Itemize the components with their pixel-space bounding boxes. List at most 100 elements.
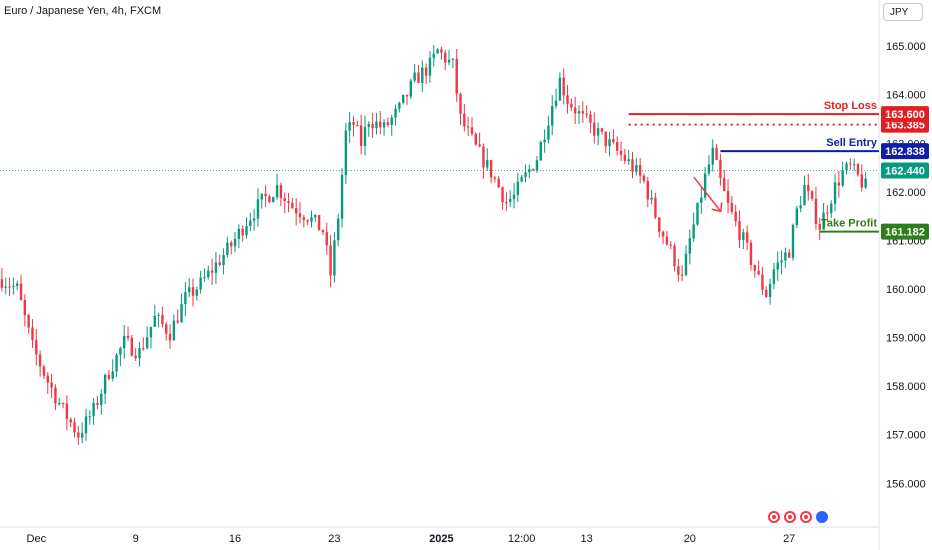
candle-body: [157, 314, 160, 316]
candle-body: [711, 147, 714, 165]
candle-body: [428, 57, 432, 76]
candle-body: [738, 221, 741, 241]
candle-body: [401, 94, 405, 103]
time-axis[interactable]: Dec 9 16 23 2025 12:00 13 20 27: [27, 533, 796, 545]
candle-body: [845, 163, 848, 171]
candle-body: [405, 94, 409, 97]
candle-body: [50, 382, 53, 388]
candle-body: [619, 150, 623, 155]
candle-body: [535, 160, 539, 171]
replay-icon[interactable]: [768, 511, 780, 523]
price-axis[interactable]: 165.000164.000163.000162.000161.000160.0…: [886, 41, 926, 490]
candle-body: [348, 122, 351, 131]
candle-body: [302, 217, 306, 221]
candle-body: [765, 289, 768, 297]
candle-body: [638, 164, 642, 176]
candle-body: [214, 262, 218, 273]
candle-body: [730, 202, 734, 212]
candle-body: [187, 287, 191, 293]
candle-body: [799, 205, 802, 209]
candle-body: [268, 196, 271, 203]
time-tick-label: 27: [783, 533, 795, 545]
candle-body: [359, 125, 363, 146]
candle-body: [703, 173, 707, 198]
projection-arrow-icon: [693, 176, 723, 213]
candle-body: [604, 131, 607, 147]
candle-body: [830, 203, 833, 213]
candle-body: [784, 252, 787, 261]
candle-body: [260, 193, 263, 200]
candle-body: [165, 324, 168, 334]
candle-body: [409, 80, 413, 97]
candle-body: [459, 93, 462, 114]
candle-body: [627, 159, 630, 162]
candle-body: [382, 122, 386, 128]
replay-controls[interactable]: [768, 511, 828, 523]
candle-body: [126, 335, 130, 338]
price-tick-label: 164.000: [886, 90, 926, 102]
candle-body: [593, 122, 596, 136]
candle-body: [543, 139, 546, 143]
candle-body: [665, 236, 669, 245]
candle-body: [107, 374, 111, 379]
candle-body: [31, 327, 34, 341]
candle-body: [826, 212, 829, 214]
candle-body: [768, 283, 772, 297]
candle-body: [635, 164, 638, 172]
user-avatar-icon[interactable]: [816, 511, 828, 523]
candle-body: [455, 58, 458, 94]
time-tick-label: 23: [328, 533, 340, 545]
candle-body: [795, 208, 799, 225]
candle-body: [77, 432, 80, 438]
candle-body: [661, 231, 665, 237]
candle-body: [757, 270, 760, 275]
candle-body: [726, 191, 730, 203]
candle-body: [287, 201, 290, 203]
candle-body: [19, 283, 23, 301]
candle-body: [0, 279, 4, 288]
replay-step-icon[interactable]: [784, 511, 796, 523]
replay-step-icon[interactable]: [800, 511, 812, 523]
candle-body: [298, 213, 302, 218]
candle-body: [134, 355, 137, 359]
candle-body: [421, 67, 424, 84]
candle-body: [436, 49, 439, 54]
candle-body: [424, 67, 428, 76]
currency-selector-button[interactable]: JPY: [883, 3, 923, 21]
candle-body: [524, 172, 527, 177]
candle-body: [814, 198, 818, 224]
candle-body: [279, 185, 283, 199]
candle-body: [252, 218, 256, 221]
candle-body: [669, 244, 672, 246]
candle-body: [38, 354, 42, 367]
price-tick-label: 158.000: [886, 381, 926, 393]
candle-body: [329, 245, 332, 276]
candle-body: [810, 191, 814, 199]
candle-body: [444, 52, 447, 63]
candle-body: [761, 274, 764, 290]
candle-body: [539, 142, 542, 161]
candle-body: [176, 320, 179, 323]
candle-body: [356, 124, 359, 126]
chart-title: Euro / Japanese Yen, 4h, FXCM: [4, 5, 162, 17]
candle-body: [413, 72, 416, 81]
candle-body: [394, 108, 397, 118]
candle-body: [631, 159, 634, 172]
candle-body: [207, 270, 210, 278]
candle-body: [142, 348, 145, 350]
candle-body: [486, 160, 489, 168]
candle-body: [371, 123, 374, 129]
candle-body: [745, 232, 749, 243]
candle-body: [15, 283, 19, 286]
candle-body: [577, 111, 581, 114]
stop-loss-value: 163.600: [885, 109, 925, 121]
candle-body: [46, 375, 49, 383]
candle-body: [386, 122, 390, 125]
candle-body: [337, 218, 340, 241]
candle-body: [115, 354, 118, 372]
candle-body: [218, 262, 221, 265]
candle-body: [363, 127, 367, 146]
candle-body: [489, 160, 493, 178]
candle-body: [646, 180, 649, 200]
